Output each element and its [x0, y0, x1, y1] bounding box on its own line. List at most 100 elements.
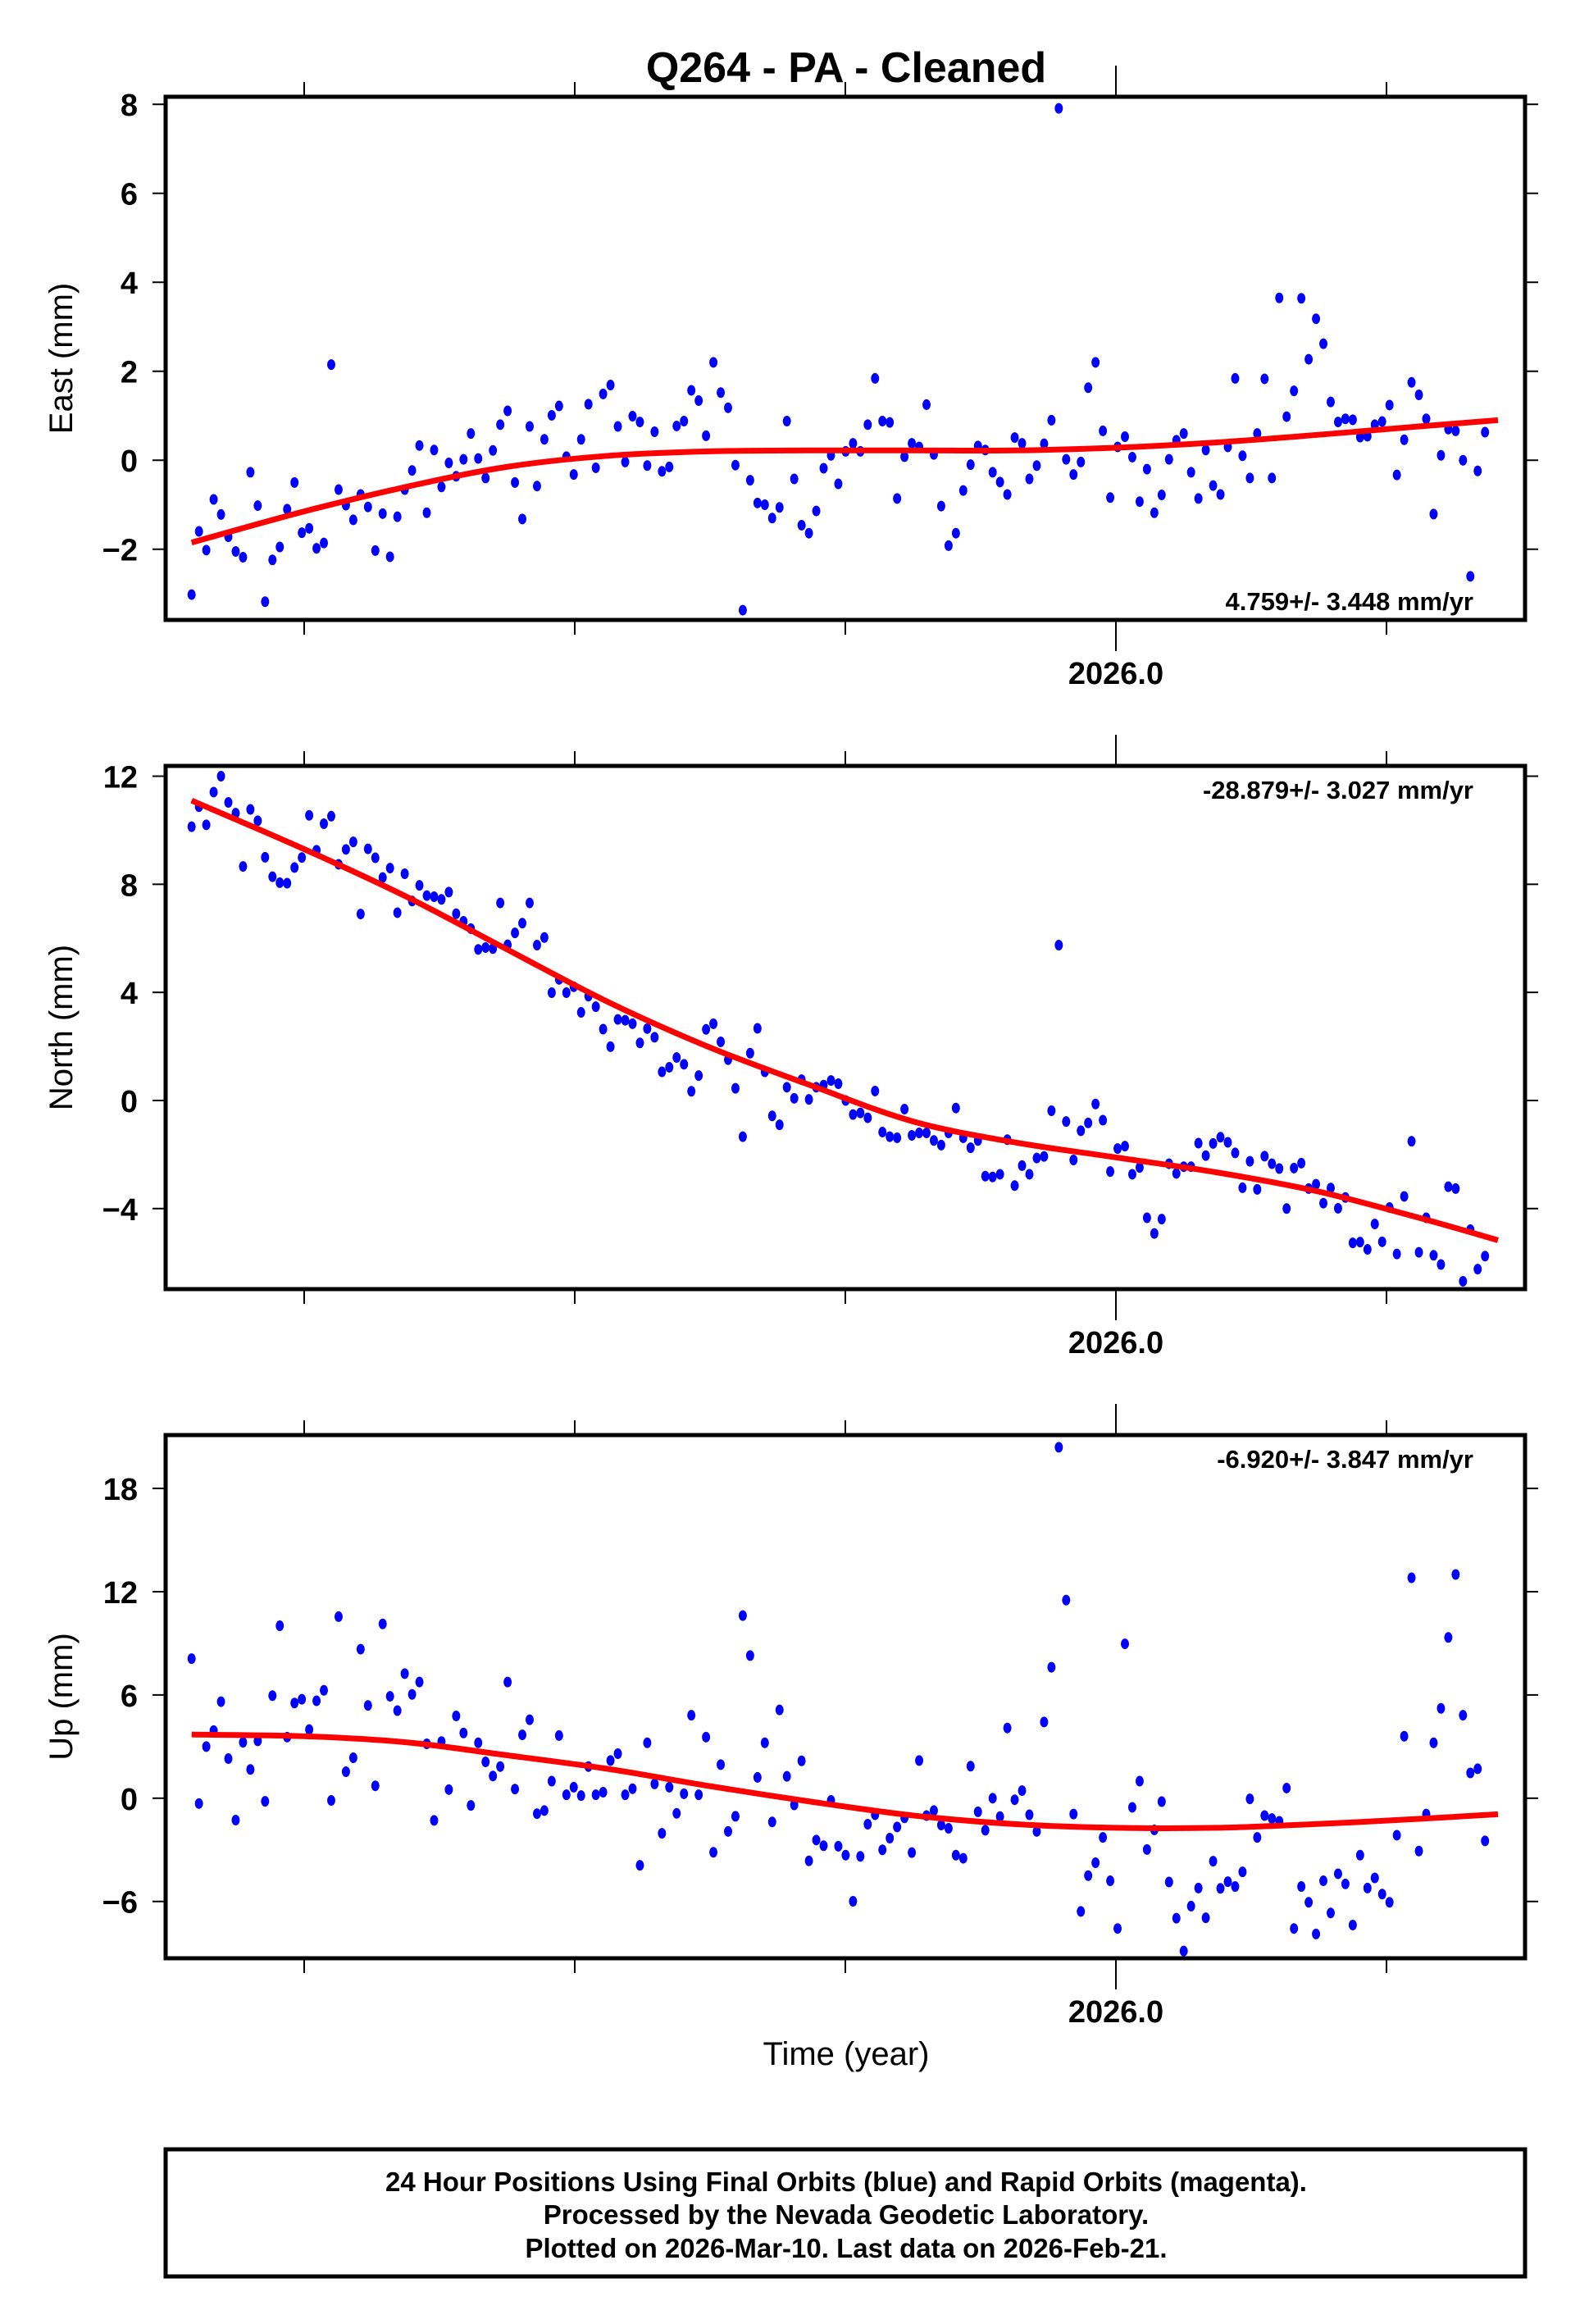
data-point: [334, 484, 343, 495]
data-point: [371, 545, 380, 556]
data-point: [1157, 1214, 1166, 1225]
data-point: [767, 1110, 776, 1122]
data-point: [900, 451, 909, 463]
data-point: [320, 818, 329, 830]
data-point: [1025, 1169, 1034, 1180]
data-point: [760, 1737, 769, 1748]
data-point: [1209, 480, 1218, 491]
data-point: [275, 1620, 285, 1632]
footer-line-3: Plotted on 2026-Mar-10. Last data on 202…: [525, 2233, 1167, 2263]
data-point: [1333, 1868, 1342, 1880]
data-point: [320, 537, 329, 549]
data-point: [908, 1129, 917, 1141]
fit-curve: [190, 417, 1499, 545]
data-point: [489, 444, 498, 456]
y-tick-label: 12: [103, 761, 138, 795]
data-point: [1282, 1782, 1291, 1793]
data-point: [1466, 571, 1475, 582]
data-point: [437, 481, 446, 493]
data-point: [444, 886, 453, 898]
data-point: [1194, 493, 1203, 504]
data-point: [187, 589, 196, 600]
data-point: [1385, 1897, 1394, 1908]
data-point: [591, 1001, 600, 1013]
data-point: [1348, 414, 1357, 426]
data-point: [936, 1139, 945, 1151]
y-tick-label: −6: [102, 1886, 138, 1921]
data-point: [1054, 1442, 1063, 1453]
data-point: [834, 478, 843, 490]
data-point: [628, 1783, 637, 1794]
data-point: [474, 453, 483, 464]
data-point: [1040, 438, 1049, 449]
data-point: [1084, 1117, 1093, 1128]
data-point: [1459, 454, 1468, 466]
data-point: [1142, 463, 1151, 475]
panel-up: −6 0 6 12 18 2026.0 Up (mm) -6.920+/- 3.847 mm/…: [43, 1404, 1538, 2030]
data-point: [621, 456, 630, 467]
data-point: [966, 459, 975, 471]
data-point: [341, 844, 350, 855]
data-point: [326, 359, 335, 371]
data-point: [576, 1007, 585, 1018]
data-point: [511, 476, 520, 488]
x-tick-label: 2026.0: [1068, 1326, 1163, 1360]
data-point: [856, 1851, 865, 1862]
y-tick-label: 8: [121, 89, 138, 123]
data-point: [525, 897, 534, 909]
data-point: [936, 500, 945, 512]
data-point: [547, 409, 556, 421]
data-point: [1451, 1183, 1460, 1194]
data-point: [1422, 413, 1431, 425]
data-point: [1010, 1180, 1019, 1192]
data-point: [1459, 1275, 1468, 1287]
data-point: [922, 1128, 931, 1139]
data-point: [1223, 1876, 1232, 1888]
data-point: [672, 1052, 681, 1064]
data-point: [643, 1737, 652, 1748]
panel-east: −2 0 2 4 6 8 2026.0 East (mm) 4.759+/- 3.448 mm/…: [43, 66, 1538, 691]
data-point: [694, 1070, 703, 1082]
data-point: [1326, 1183, 1335, 1194]
data-point: [1290, 1162, 1299, 1173]
data-point: [628, 1018, 637, 1029]
data-point: [988, 1171, 997, 1183]
data-point: [1135, 1775, 1144, 1787]
data-point: [1348, 1919, 1357, 1930]
data-point: [1127, 1802, 1136, 1813]
data-point: [1459, 1710, 1468, 1721]
data-point: [958, 1852, 968, 1864]
data-point: [702, 430, 711, 441]
data-point: [1223, 1137, 1232, 1148]
data-point: [378, 872, 387, 883]
data-point: [804, 527, 813, 539]
data-point: [1099, 1832, 1108, 1843]
data-point: [694, 395, 703, 407]
data-point: [1473, 1763, 1482, 1775]
data-point: [1245, 1155, 1254, 1167]
data-point: [1392, 1248, 1401, 1260]
data-point: [812, 1834, 821, 1846]
data-point: [1077, 1125, 1086, 1137]
data-point: [1194, 1882, 1203, 1893]
data-point: [951, 1849, 960, 1861]
data-point: [393, 1705, 402, 1716]
data-point: [576, 434, 585, 445]
data-point: [298, 1693, 307, 1705]
data-point: [1040, 1151, 1049, 1162]
y-tick-label: 4: [121, 267, 138, 301]
data-point: [1253, 1832, 1262, 1843]
data-point: [599, 1023, 608, 1035]
data-point: [1216, 489, 1225, 500]
data-point: [194, 526, 203, 537]
data-point: [1077, 456, 1086, 467]
data-point: [231, 1814, 240, 1825]
data-point: [665, 1061, 674, 1073]
data-point: [1113, 1143, 1122, 1155]
data-point: [1407, 1136, 1416, 1147]
data-point: [621, 1789, 630, 1801]
data-point: [665, 1781, 674, 1793]
data-point: [1245, 472, 1254, 484]
data-point: [790, 1092, 799, 1104]
